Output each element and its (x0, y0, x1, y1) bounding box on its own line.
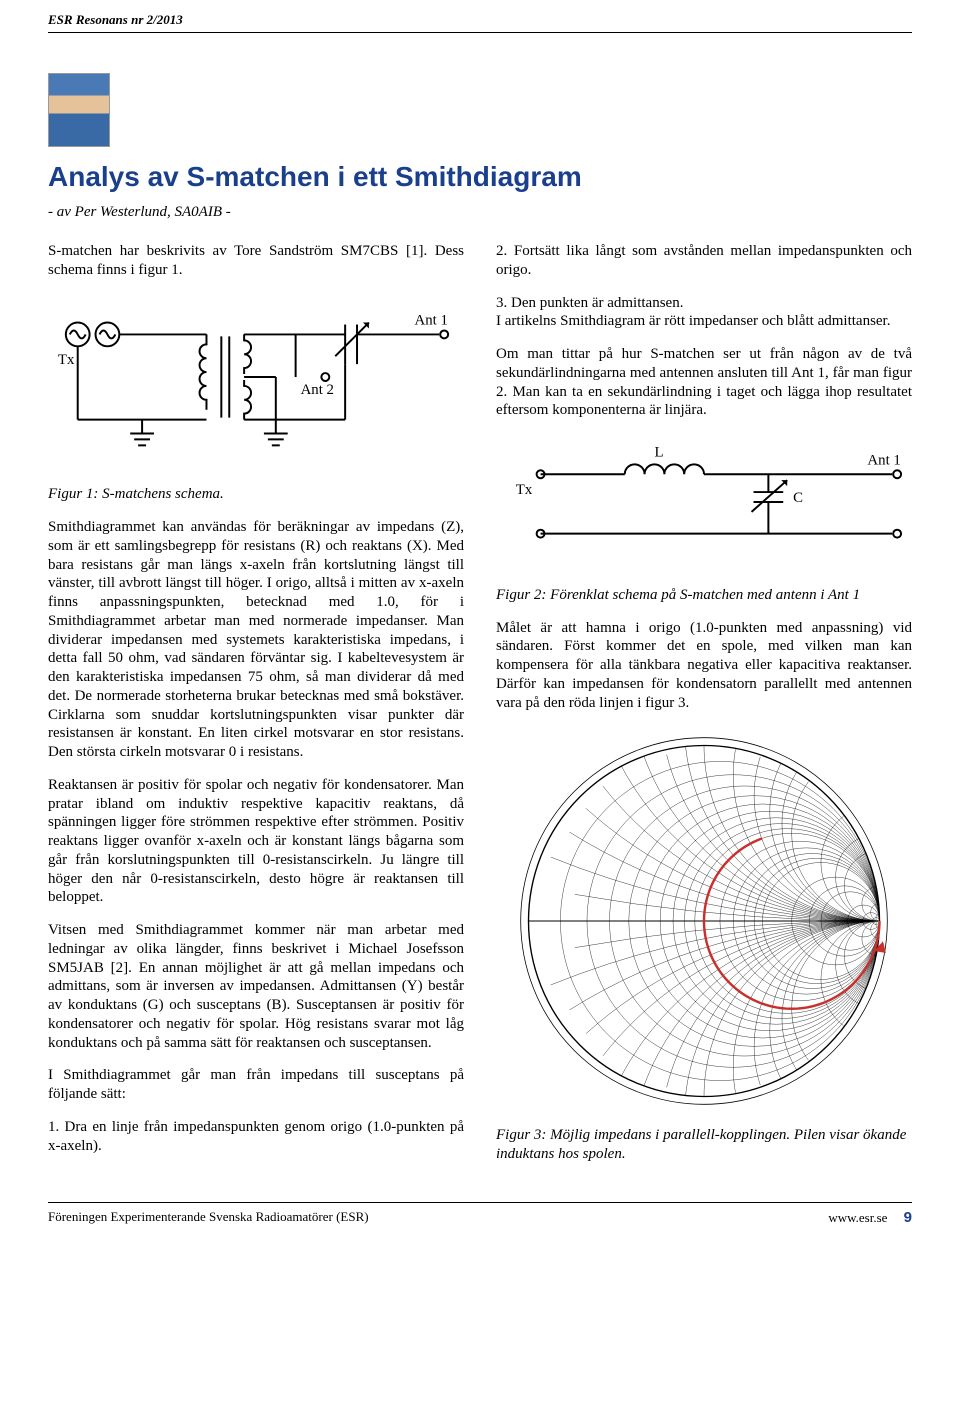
left-paragraph-5: 1. Dra en linje från impedanspunkten gen… (48, 1118, 464, 1156)
figure-2-schematic: Tx L Ant 1 C (496, 434, 912, 564)
figure-1-caption: Figur 1: S-matchens schema. (48, 485, 464, 504)
left-paragraph-4: I Smithdiagrammet går man från impedans … (48, 1066, 464, 1104)
left-paragraph-3: Vitsen med Smithdiagrammet kommer när ma… (48, 921, 464, 1052)
fig2-label-c: C (793, 490, 803, 506)
left-paragraph-1: Smithdiagrammet kan användas för beräkni… (48, 518, 464, 762)
figure-1-schematic: Tx (48, 294, 464, 464)
fig2-label-tx: Tx (516, 482, 533, 498)
column-right: 2. Fortsätt lika långt som avstånden mel… (496, 242, 912, 1178)
intro-paragraph: S-matchen har beskrivits av Tore Sandstr… (48, 242, 464, 280)
column-left: S-matchen har beskrivits av Tore Sandstr… (48, 242, 464, 1178)
fig2-label-l: L (654, 445, 663, 461)
right-paragraph-2: 3. Den punkten är admittansen. I artikel… (496, 294, 912, 332)
fig1-label-ant1: Ant 1 (414, 312, 447, 328)
page-footer: Föreningen Experimenterande Svenska Radi… (48, 1202, 912, 1228)
fig2-label-ant1: Ant 1 (867, 453, 900, 469)
right-paragraph-4: Målet är att hamna i origo (1.0-punkten … (496, 619, 912, 713)
article-byline: - av Per Westerlund, SA0AIB - (48, 203, 912, 222)
right-paragraph-1: 2. Fortsätt lika långt som avstånden mel… (496, 242, 912, 280)
running-header: ESR Resonans nr 2/2013 (48, 12, 912, 28)
figure-3-caption: Figur 3: Möjlig impedans i parallell-kop… (496, 1126, 912, 1164)
left-paragraph-2: Reaktansen är positiv för spolar och neg… (48, 776, 464, 907)
figure-3-smith-chart (509, 726, 899, 1116)
footer-page-number: 9 (904, 1209, 912, 1226)
figure-2-caption: Figur 2: Förenklat schema på S-matchen m… (496, 586, 912, 605)
fig1-label-ant2: Ant 2 (301, 382, 334, 398)
footer-org: Föreningen Experimenterande Svenska Radi… (48, 1209, 369, 1228)
right-paragraph-3: Om man tittar på hur S-matchen ser ut fr… (496, 345, 912, 420)
fig1-label-tx: Tx (58, 352, 75, 368)
footer-url: www.esr.se (828, 1210, 887, 1225)
author-photo (48, 73, 110, 147)
article-title: Analys av S-matchen i ett Smithdiagram (48, 161, 912, 193)
top-rule (48, 32, 912, 33)
